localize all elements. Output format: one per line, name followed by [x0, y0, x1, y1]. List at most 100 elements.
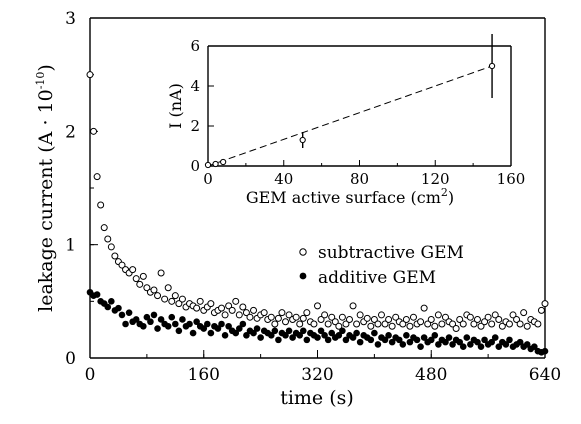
data-point: [147, 318, 154, 326]
data-point: [445, 334, 453, 341]
series-subtractive: [86, 71, 549, 333]
inset-data-point: [299, 136, 306, 144]
data-point: [328, 329, 336, 337]
data-point: [250, 329, 257, 337]
data-point: [150, 286, 158, 294]
data-point: [541, 300, 549, 308]
data-point: [331, 318, 339, 326]
data-point: [434, 311, 442, 319]
data-point: [481, 318, 489, 326]
data-point: [438, 320, 446, 328]
data-point: [193, 304, 201, 312]
data-point: [314, 334, 321, 341]
data-point: [377, 311, 385, 319]
data-point: [115, 304, 122, 312]
data-point: [456, 315, 464, 323]
data-point: [235, 311, 243, 319]
data-point: [232, 297, 240, 305]
data-point: [413, 336, 421, 344]
data-point: [516, 338, 524, 346]
data-point: [228, 306, 236, 314]
data-point: [139, 272, 147, 280]
data-point: [399, 320, 407, 328]
inset-x-tick-label: 160: [497, 170, 526, 188]
data-point: [132, 275, 140, 283]
data-point: [321, 311, 329, 319]
data-point: [452, 325, 460, 333]
data-point: [157, 316, 165, 323]
data-point: [292, 313, 300, 321]
data-point: [143, 284, 151, 292]
data-point: [267, 332, 275, 339]
data-point: [154, 325, 161, 332]
data-point: [427, 336, 435, 344]
data-point: [431, 332, 439, 339]
data-point: [491, 334, 499, 341]
data-point: [420, 304, 428, 312]
data-point: [523, 341, 531, 348]
data-point: [349, 334, 357, 341]
y-tick-label: 1: [65, 236, 76, 256]
data-point: [481, 336, 488, 344]
data-point: [409, 313, 417, 321]
data-point: [143, 313, 151, 321]
series-additive: [86, 288, 549, 356]
data-point: [296, 320, 304, 328]
data-point: [417, 318, 425, 326]
data-point: [260, 309, 268, 317]
data-point: [342, 336, 350, 344]
data-point: [534, 320, 542, 328]
x-tick-label: 0: [85, 365, 96, 385]
data-point: [342, 320, 350, 328]
data-point: [424, 320, 432, 328]
data-point: [129, 266, 137, 274]
data-point: [303, 336, 311, 344]
data-point: [232, 329, 240, 337]
data-point: [175, 327, 183, 335]
data-point: [392, 313, 400, 321]
y-axis-title: leakage current (A · 10-10): [34, 64, 57, 312]
data-point: [441, 313, 449, 321]
data-point: [531, 343, 538, 350]
data-point: [317, 315, 325, 323]
data-point: [498, 322, 506, 330]
data-point: [171, 292, 179, 300]
data-point: [193, 318, 200, 326]
data-point: [218, 320, 225, 328]
data-point: [257, 334, 264, 341]
data-point: [140, 322, 147, 330]
y-tick-label: 0: [65, 349, 76, 369]
data-point: [505, 320, 513, 328]
data-point: [246, 313, 254, 321]
data-point: [370, 315, 378, 323]
data-point: [275, 336, 282, 344]
data-point: [207, 329, 215, 337]
y-tick-label: 3: [65, 9, 76, 29]
data-point: [111, 252, 119, 260]
data-point: [435, 341, 442, 348]
data-point: [239, 320, 247, 328]
data-point: [374, 320, 382, 328]
data-point: [267, 313, 275, 321]
data-point: [164, 322, 172, 330]
data-point: [402, 315, 410, 323]
data-point: [427, 315, 435, 323]
data-point: [388, 338, 396, 346]
data-point: [459, 320, 467, 328]
data-point: [449, 320, 457, 328]
data-point: [449, 341, 456, 348]
legend-label-additive: additive GEM: [318, 268, 436, 288]
data-point: [93, 173, 101, 181]
data-point: [420, 334, 428, 341]
data-point: [474, 338, 481, 346]
data-point: [523, 322, 531, 330]
data-point: [242, 309, 250, 317]
data-point: [466, 313, 474, 321]
data-point: [417, 343, 424, 350]
data-point: [136, 280, 144, 288]
inset-y-tick-label: 0: [190, 157, 200, 175]
data-point: [118, 261, 126, 269]
data-point: [168, 297, 176, 305]
data-point: [296, 332, 304, 339]
